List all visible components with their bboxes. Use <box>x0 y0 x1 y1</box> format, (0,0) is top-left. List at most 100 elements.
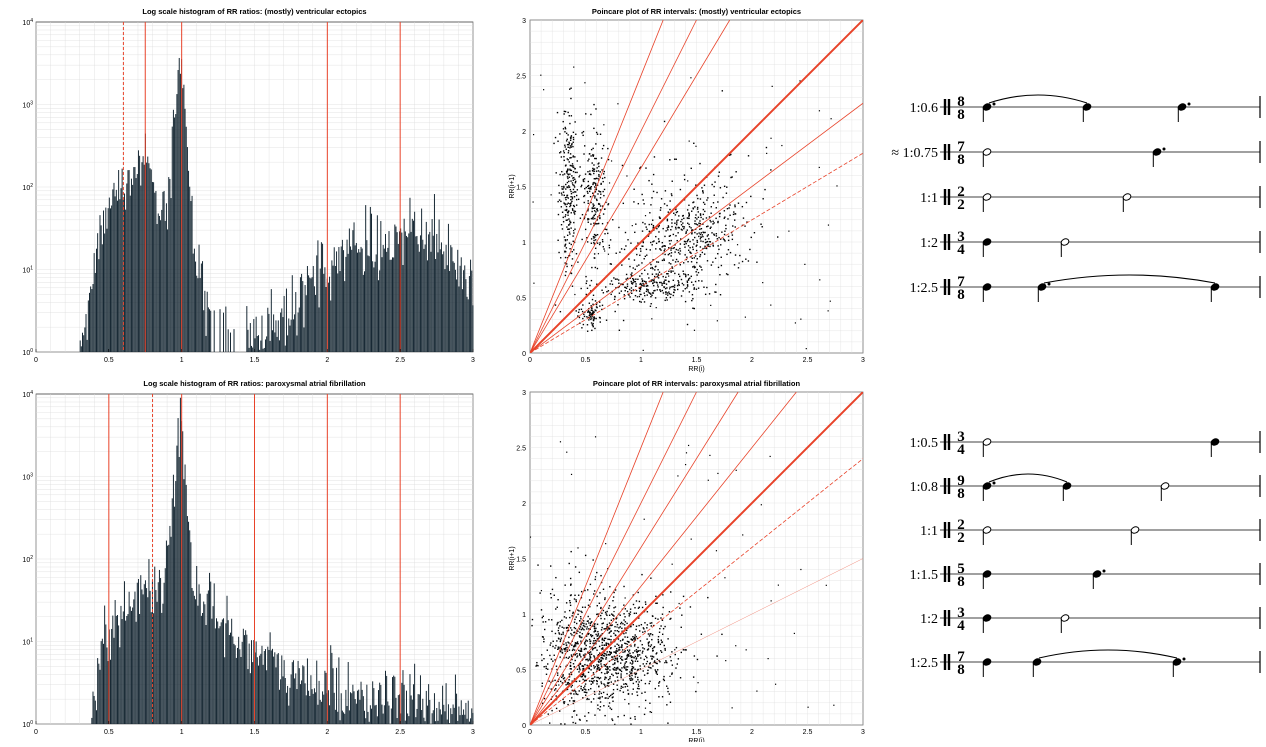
scatter-point <box>760 224 761 225</box>
scatter-point <box>594 186 595 187</box>
histogram-bar <box>264 651 265 724</box>
scatter-point <box>652 616 653 617</box>
scatter-point <box>693 284 694 285</box>
scatter-point <box>555 633 556 634</box>
scatter-point <box>596 178 597 179</box>
scatter-point <box>693 266 694 267</box>
scatter-point <box>616 278 617 279</box>
scatter-point <box>562 632 563 633</box>
scatter-point <box>688 245 689 246</box>
scatter-point <box>678 282 679 283</box>
histogram-bar <box>194 249 195 352</box>
scatter-point <box>583 179 584 180</box>
scatter-point <box>600 321 601 322</box>
scatter-point <box>671 193 672 194</box>
scatter-point <box>626 175 627 176</box>
histogram-bar <box>343 712 344 724</box>
histogram-bar <box>461 257 462 352</box>
scatter-point <box>564 236 565 237</box>
scatter-point <box>756 262 757 263</box>
histogram-bar <box>118 170 119 352</box>
histogram-bar <box>246 635 247 724</box>
histogram-bar <box>101 225 102 352</box>
histogram-bar <box>389 231 390 352</box>
scatter-point <box>668 225 669 226</box>
scatter-point <box>571 244 572 245</box>
scatter-point <box>594 195 595 196</box>
histogram-bar <box>214 583 215 724</box>
scatter-point <box>559 174 560 175</box>
histogram-bar <box>161 613 162 724</box>
scatter-point <box>679 253 680 254</box>
scatter-point <box>657 286 658 287</box>
scatter-point <box>670 618 671 619</box>
scatter-point <box>683 284 684 285</box>
histogram-bar <box>167 546 168 724</box>
scatter-point <box>650 303 651 304</box>
scatter-point <box>583 674 584 675</box>
histogram-af-panel: Log scale histogram of RR ratios: paroxy… <box>0 372 480 742</box>
scatter-point <box>588 203 589 204</box>
histogram-bar <box>433 710 434 724</box>
scatter-point <box>568 679 569 680</box>
scatter-point <box>588 159 589 160</box>
scatter-point <box>562 174 563 175</box>
scatter-point <box>621 290 622 291</box>
scatter-point <box>609 245 610 246</box>
histogram-bar <box>457 250 458 352</box>
x-tick-label: 2 <box>750 357 754 364</box>
scatter-point <box>696 289 697 290</box>
scatter-point <box>677 285 678 286</box>
histogram-bar <box>451 247 452 352</box>
scatter-point <box>587 634 588 635</box>
scatter-point <box>568 229 569 230</box>
scatter-point <box>569 231 570 232</box>
scatter-point <box>664 203 665 204</box>
scatter-point <box>647 611 648 612</box>
x-tick-label: 0 <box>34 729 38 736</box>
histogram-bar <box>197 606 198 724</box>
scatter-point <box>599 305 600 306</box>
histogram-bar <box>383 714 384 724</box>
scatter-point <box>574 156 575 157</box>
scatter-point <box>691 229 692 230</box>
scatter-point <box>575 660 576 661</box>
scatter-point <box>706 217 707 218</box>
scatter-point <box>613 689 614 690</box>
scatter-point <box>709 216 710 217</box>
scatter-point <box>583 314 584 315</box>
histogram-bar <box>461 700 462 724</box>
histogram-bar <box>314 688 315 724</box>
scatter-point <box>623 320 624 321</box>
scatter-point <box>568 142 569 143</box>
scatter-point <box>685 243 686 244</box>
histogram-bar <box>331 260 332 352</box>
scatter-point <box>612 614 613 615</box>
scatter-point <box>574 646 575 647</box>
scatter-point <box>650 623 651 624</box>
scatter-point <box>618 673 619 674</box>
scatter-point <box>634 645 635 646</box>
scatter-point <box>584 195 585 196</box>
scatter-point <box>599 217 600 218</box>
scatter-point <box>603 610 604 611</box>
scatter-point <box>642 280 643 281</box>
scatter-point <box>638 684 639 685</box>
scatter-point <box>637 661 638 662</box>
scatter-point <box>624 616 625 617</box>
histogram-bar <box>280 313 281 352</box>
scatter-point <box>718 249 719 250</box>
histogram-bar <box>261 646 262 724</box>
scatter-point <box>573 210 574 211</box>
histogram-bar <box>386 252 387 352</box>
scatter-point <box>677 475 678 476</box>
scatter-point <box>706 199 707 200</box>
histogram-bar <box>257 336 258 352</box>
scatter-point <box>684 254 685 255</box>
scatter-point <box>628 703 629 704</box>
scatter-point <box>570 227 571 228</box>
scatter-point <box>632 225 633 226</box>
scatter-point <box>625 621 626 622</box>
scatter-point <box>632 662 633 663</box>
histogram-bar <box>236 658 237 724</box>
